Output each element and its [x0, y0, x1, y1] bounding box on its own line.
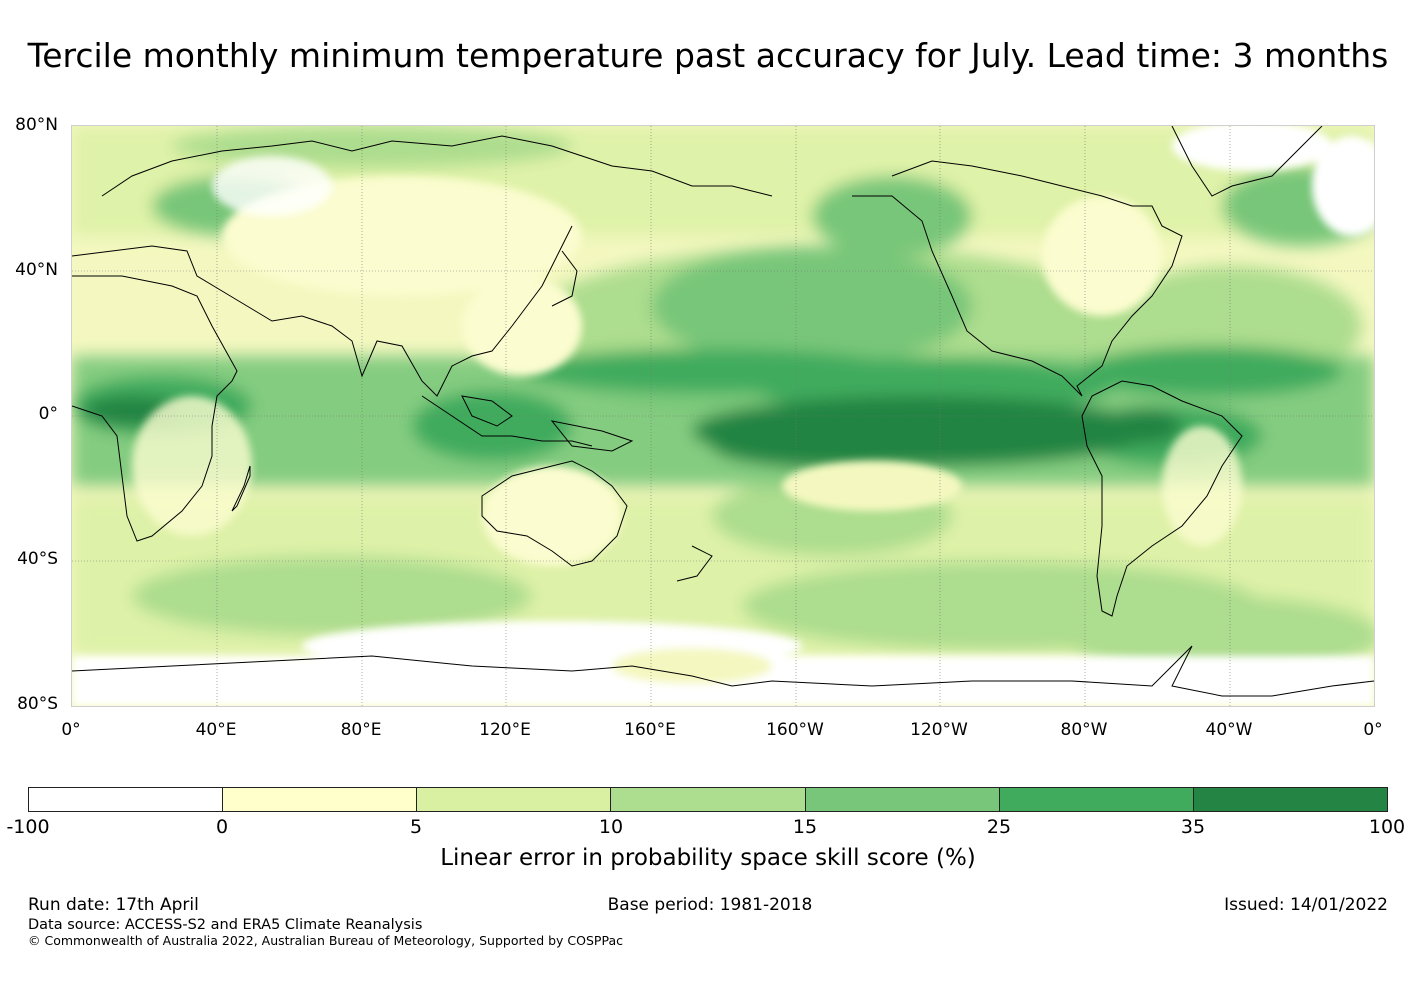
colorbar-tick: 100 [1368, 816, 1406, 838]
graticule [72, 126, 1374, 706]
issued-date: Issued: 14/01/2022 [1224, 895, 1388, 915]
colorbar-segment [999, 788, 1194, 811]
lon-label-0-right: 0° [1363, 720, 1383, 740]
lat-label-40s: 40°S [17, 549, 58, 569]
lon-label-0-left: 0° [61, 720, 81, 740]
colorbar-label: Linear error in probability space skill … [440, 845, 976, 871]
run-date: Run date: 17th April [28, 895, 199, 915]
lon-label-80e: 80°E [340, 720, 382, 740]
colorbar-segment [611, 788, 806, 811]
colorbar-tick: 0 [215, 816, 229, 838]
lat-label-80s: 80°S [17, 694, 58, 714]
skill-shading [72, 126, 1374, 676]
lat-label-0: 0° [38, 404, 58, 424]
lon-label-40e: 40°E [195, 720, 237, 740]
coastlines [72, 126, 1374, 697]
low-skill-areas [72, 126, 1374, 706]
colorbar-segment [29, 788, 224, 811]
data-source: Data source: ACCESS-S2 and ERA5 Climate … [28, 917, 423, 933]
lon-label-160w: 160°W [766, 720, 824, 740]
colorbar [28, 787, 1388, 812]
colorbar-tick: 10 [598, 816, 624, 838]
colorbar-segment [417, 788, 612, 811]
chart-title: Tercile monthly minimum temperature past… [27, 36, 1389, 75]
skill-map-svg [72, 126, 1374, 706]
colorbar-tick: 15 [792, 816, 818, 838]
lon-label-80w: 80°W [1060, 720, 1108, 740]
colorbar-segment [223, 788, 418, 811]
colorbar-tick: 35 [1180, 816, 1206, 838]
colorbar-segment [1193, 788, 1387, 811]
lon-label-120w: 120°W [910, 720, 968, 740]
lon-label-40w: 40°W [1205, 720, 1253, 740]
base-period: Base period: 1981-2018 [607, 895, 813, 915]
copyright: © Commonwealth of Australia 2022, Austra… [28, 933, 623, 948]
skill-map [71, 125, 1375, 707]
colorbar-segment [805, 788, 1000, 811]
colorbar-tick: 25 [986, 816, 1012, 838]
colorbar-tick: 5 [409, 816, 423, 838]
colorbar-tick: -100 [6, 816, 50, 838]
lat-label-40n: 40°N [15, 260, 58, 280]
lat-label-80n: 80°N [15, 115, 58, 135]
lon-label-160e: 160°E [624, 720, 676, 740]
lon-label-120e: 120°E [479, 720, 531, 740]
